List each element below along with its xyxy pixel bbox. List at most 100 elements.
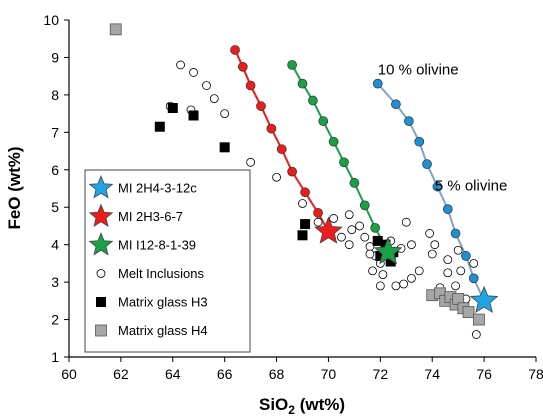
y-tick-label: 3 — [51, 274, 59, 290]
data-point — [443, 268, 453, 278]
data-point — [272, 172, 281, 182]
y-tick-label: 5 — [51, 199, 59, 215]
x-tick-label: 76 — [476, 366, 492, 382]
annotation-label: 10 % olivine — [378, 61, 459, 78]
data-point — [407, 240, 416, 250]
legend-marker — [88, 203, 114, 227]
data-point — [368, 266, 377, 276]
trend-point — [370, 222, 380, 233]
trend-point — [391, 99, 401, 110]
data-point — [344, 210, 354, 220]
data-point — [373, 237, 403, 265]
trend-point — [372, 78, 383, 89]
data-point — [154, 121, 165, 132]
y-tick-label: 10 — [43, 12, 59, 28]
data-point — [202, 81, 211, 90]
data-point — [456, 266, 466, 276]
data-points — [109, 23, 499, 339]
trend-point — [422, 159, 432, 170]
x-axis-title-unit: (wt%) — [295, 395, 345, 414]
annotations: 10 % olivine 5 % olivine — [378, 61, 508, 194]
data-point — [337, 232, 346, 242]
data-point — [220, 109, 230, 119]
trend-point — [245, 80, 256, 91]
y-tick-label: 8 — [51, 87, 59, 103]
y-tick-label: 6 — [51, 162, 59, 178]
x-tick-label: 66 — [217, 366, 233, 382]
data-point — [109, 23, 122, 36]
y-tick-label: 9 — [51, 49, 59, 65]
legend: MI 2H4-3-12c MI 2H3-6-7 MI I12-8-1-39 Melt … — [84, 169, 251, 353]
data-point — [313, 217, 323, 227]
data-point — [344, 240, 354, 250]
data-point — [443, 255, 453, 265]
trend-point — [287, 166, 297, 177]
data-point — [188, 110, 199, 121]
trend-point — [442, 204, 453, 214]
olivine-trend-lines — [230, 45, 486, 302]
legend-entry-label: MI I12-8-1-39 — [118, 238, 196, 253]
legend-entry-label: MI 2H3-6-7 — [118, 209, 183, 224]
data-point — [453, 245, 463, 255]
data-point — [365, 249, 375, 259]
annotation-label: 5 % olivine — [435, 177, 508, 194]
y-tick-label: 2 — [51, 312, 59, 328]
trend-line-3 — [291, 64, 390, 253]
legend-entry-label: Matrix glass H4 — [118, 323, 208, 338]
x-tick-label: 78 — [528, 366, 543, 382]
trend-point — [237, 61, 248, 72]
legend-box — [84, 169, 251, 353]
y-tick-label: 4 — [51, 237, 59, 253]
x-tick-label: 64 — [165, 366, 181, 382]
data-point — [469, 285, 499, 314]
data-point — [425, 229, 435, 238]
legend-marker — [96, 269, 106, 278]
data-point — [473, 313, 485, 326]
x-tick-label: 62 — [113, 366, 129, 382]
data-point — [298, 199, 307, 208]
data-point — [391, 281, 401, 291]
trend-point — [313, 207, 323, 218]
data-point — [378, 270, 388, 280]
x-tick-label: 68 — [269, 366, 285, 382]
axis-titles: SiO2 (wt%) FeO (wt%) — [5, 146, 345, 417]
data-point — [355, 221, 364, 231]
data-point — [167, 102, 178, 113]
data-point — [399, 279, 409, 289]
trend-point — [450, 228, 461, 239]
trend-point — [404, 116, 414, 126]
x-tick-label: 70 — [321, 366, 337, 382]
data-point — [385, 256, 396, 267]
legend-marker — [88, 232, 114, 256]
x-tick-label: 60 — [61, 366, 77, 382]
trend-point — [339, 157, 349, 168]
data-point — [372, 235, 383, 246]
x-axis-title: SiO2 (wt%) — [259, 395, 345, 417]
data-point — [176, 60, 185, 70]
data-point — [401, 217, 411, 227]
trend-point — [230, 45, 240, 55]
data-point — [347, 225, 357, 235]
x-tick-label: 74 — [424, 366, 440, 382]
y-tick-label: 1 — [51, 349, 59, 365]
data-point — [209, 94, 219, 104]
x-tick-label: 72 — [373, 366, 389, 382]
trend-point — [461, 251, 471, 261]
trend-point — [359, 200, 370, 211]
data-point — [300, 219, 311, 230]
trend-point — [287, 60, 297, 70]
data-point — [451, 281, 460, 291]
trend-point — [276, 144, 287, 155]
data-point — [297, 230, 308, 241]
data-point — [375, 250, 386, 261]
trend-point — [300, 187, 310, 198]
data-point — [462, 306, 475, 318]
trend-point — [256, 101, 266, 111]
trend-line-2 — [234, 49, 330, 233]
data-point — [469, 258, 479, 268]
data-point — [329, 214, 339, 223]
data-point — [375, 281, 385, 291]
data-point — [360, 232, 370, 242]
trend-point — [318, 116, 329, 126]
